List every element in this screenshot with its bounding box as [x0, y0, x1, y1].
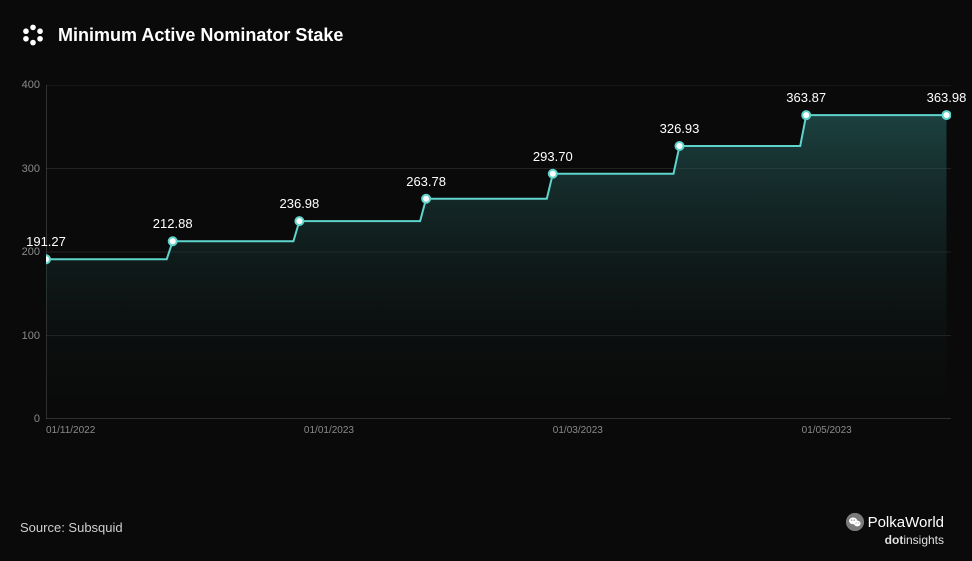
data-point-label: 363.98 — [927, 90, 967, 105]
data-point-label: 293.70 — [533, 149, 573, 164]
attribution-bottom: dotinsights — [846, 533, 944, 547]
source-label: Source: Subsquid — [20, 520, 123, 535]
y-tick-label: 100 — [22, 330, 40, 342]
data-point-label: 212.88 — [153, 216, 193, 231]
y-tick-label: 0 — [34, 413, 40, 425]
wechat-icon — [846, 513, 864, 531]
chart-plot — [46, 85, 951, 419]
y-tick-label: 300 — [22, 163, 40, 175]
x-tick-label: 01/11/2022 — [46, 425, 95, 436]
chart-title: Minimum Active Nominator Stake — [58, 25, 343, 46]
data-point-label: 326.93 — [660, 121, 700, 136]
attribution-bottom-bold: dot — [885, 533, 904, 547]
attribution-top-text: PolkaWorld — [868, 514, 944, 531]
data-point-label: 363.87 — [786, 90, 826, 105]
attribution-bottom-rest: insights — [903, 533, 944, 547]
chart-header: Minimum Active Nominator Stake — [0, 0, 972, 48]
chart-area: 0100200300400 01/11/202201/01/202301/03/… — [46, 85, 951, 435]
x-tick-label: 01/01/2023 — [304, 425, 354, 436]
data-point-label: 191.27 — [26, 234, 66, 249]
polkadot-logo-icon — [20, 22, 46, 48]
x-tick-label: 01/03/2023 — [553, 425, 603, 436]
y-tick-label: 400 — [22, 79, 40, 91]
x-tick-label: 01/05/2023 — [802, 425, 852, 436]
data-point-label: 263.78 — [406, 174, 446, 189]
attribution: PolkaWorld dotinsights — [846, 513, 944, 547]
data-point-label: 236.98 — [280, 196, 320, 211]
y-axis: 0100200300400 — [16, 85, 46, 419]
attribution-top: PolkaWorld — [846, 513, 944, 531]
